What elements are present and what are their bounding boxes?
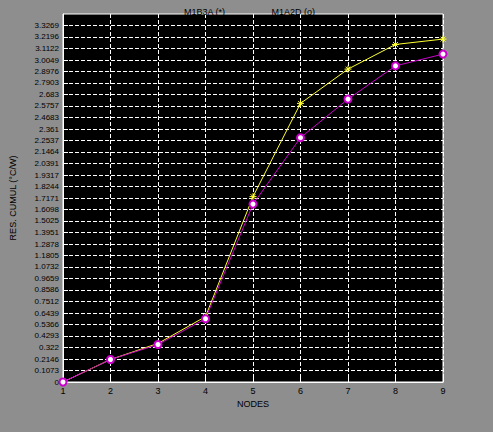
svg-text:0.7512: 0.7512 [35,297,60,306]
svg-text:2.2537: 2.2537 [35,136,60,145]
svg-text:2.4683: 2.4683 [35,113,60,122]
svg-text:0.4293: 0.4293 [35,331,60,340]
svg-text:9: 9 [440,386,445,396]
svg-text:2.8976: 2.8976 [35,67,60,76]
svg-text:NODES: NODES [237,399,269,409]
svg-text:2.5757: 2.5757 [35,101,60,110]
svg-text:1.9317: 1.9317 [35,171,60,180]
svg-text:2.7903: 2.7903 [35,78,60,87]
svg-text:1.5025: 1.5025 [35,216,60,225]
svg-text:0: 0 [54,377,59,387]
svg-text:1.8244: 1.8244 [35,182,60,191]
svg-text:1.7171: 1.7171 [35,194,60,203]
svg-text:1.6098: 1.6098 [35,205,60,214]
svg-text:3.0049: 3.0049 [35,56,60,65]
svg-text:4: 4 [203,386,208,396]
svg-text:1.1805: 1.1805 [35,251,60,260]
svg-text:0.5366: 0.5366 [35,320,60,329]
svg-text:5: 5 [250,386,255,396]
svg-text:7: 7 [345,386,350,396]
svg-text:3.1122: 3.1122 [35,44,59,53]
svg-text:1.0732: 1.0732 [35,262,60,271]
svg-text:0.6439: 0.6439 [35,309,60,318]
svg-text:2.361: 2.361 [39,125,60,134]
svg-text:6: 6 [298,386,303,396]
svg-text:3: 3 [155,386,160,396]
svg-text:0.322: 0.322 [39,343,60,352]
svg-text:M1B3A (*): M1B3A (*) [184,7,225,17]
svg-text:RES. CUMUL (°C/W): RES. CUMUL (°C/W) [8,156,18,241]
svg-text:2.1464: 2.1464 [35,147,60,156]
svg-text:1.3951: 1.3951 [35,228,60,237]
svg-text:8: 8 [393,386,398,396]
svg-text:2.683: 2.683 [39,90,60,99]
svg-text:2: 2 [108,386,113,396]
svg-text:1: 1 [60,386,65,396]
svg-text:3.2196: 3.2196 [35,32,60,41]
svg-text:1.2878: 1.2878 [35,240,60,249]
svg-text:0.2146: 0.2146 [35,355,60,364]
svg-text:3.3269: 3.3269 [35,21,60,30]
svg-text:0.1073: 0.1073 [35,366,60,375]
svg-text:M1A2D (o): M1A2D (o) [272,7,316,17]
svg-text:0.8586: 0.8586 [35,285,60,294]
svg-text:0.9659: 0.9659 [35,274,60,283]
svg-text:2.0391: 2.0391 [35,159,60,168]
